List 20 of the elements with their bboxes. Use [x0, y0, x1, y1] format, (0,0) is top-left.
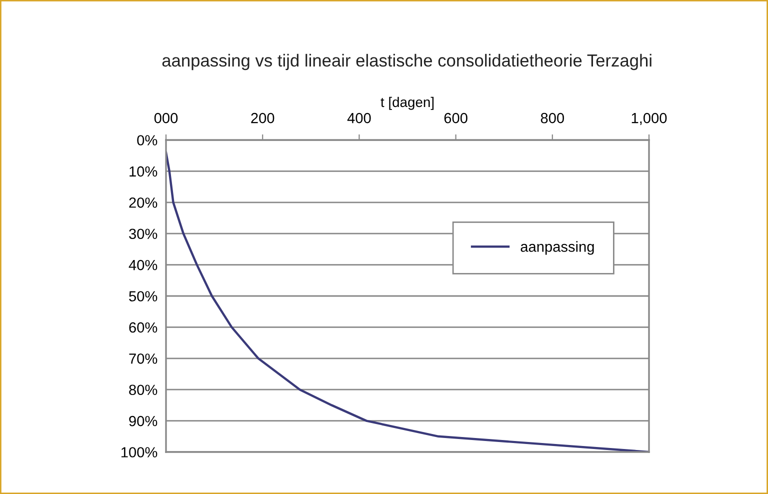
- x-tick-label: 000: [154, 112, 178, 124]
- y-tick-label: 20%: [129, 198, 158, 208]
- y-tick-label: 50%: [129, 291, 158, 302]
- legend-label: aanpassing: [520, 241, 594, 255]
- y-tick-label: 40%: [128, 260, 158, 270]
- y-tick-label: 100%: [121, 447, 158, 458]
- x-tick-label: 400: [347, 112, 371, 124]
- x-tick-label: 1,000: [632, 112, 667, 125]
- y-tick-label: 30%: [129, 228, 158, 240]
- x-tick-label: 800: [540, 112, 564, 124]
- y-tick-label: 90%: [129, 416, 158, 426]
- y-tick-label: 10%: [130, 166, 158, 177]
- x-tick-label: 600: [444, 112, 468, 124]
- x-tick-label: 200: [251, 112, 274, 124]
- chart-title: aanpassing vs tijd lineair elastische consolidatietheorie Terzaghi: [162, 54, 652, 70]
- y-tick-label: 80%: [129, 384, 158, 396]
- y-tick-label: 60%: [129, 322, 158, 333]
- y-tick-label: 70%: [129, 354, 158, 364]
- y-tick-label: 0%: [137, 135, 158, 146]
- x-axis-title: t [dagen]: [380, 96, 434, 110]
